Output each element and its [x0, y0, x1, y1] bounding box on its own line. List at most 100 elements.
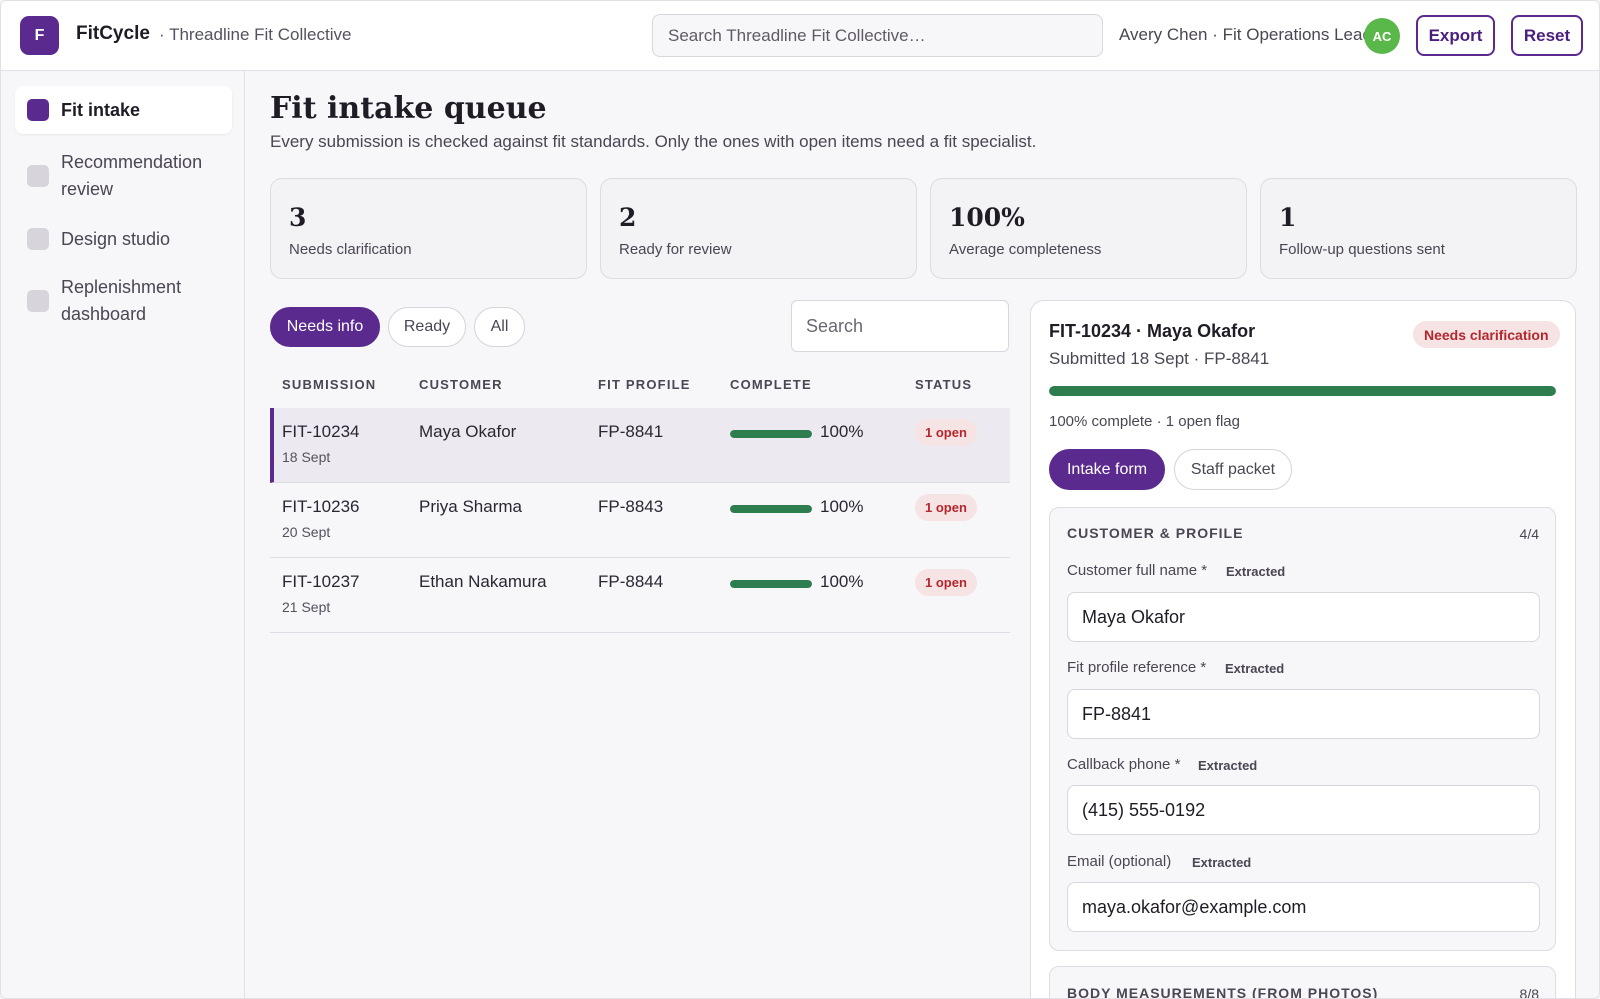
completeness-bar-fill [730, 580, 812, 588]
column-header-fit-profile[interactable]: FIT PROFILE [598, 377, 691, 392]
customer-name: Ethan Nakamura [419, 572, 547, 591]
export-button[interactable]: Export [1416, 15, 1495, 56]
completeness-bar [730, 430, 812, 438]
replenishment-dashboard-nav-icon [27, 290, 49, 312]
kpi-label: Follow-up questions sent [1279, 241, 1445, 258]
sidebar-item-label: Design studio [61, 228, 171, 249]
avatar[interactable]: AC [1364, 18, 1400, 54]
detail-progress-bar [1049, 386, 1556, 396]
kpi-label: Average completeness [949, 241, 1102, 258]
column-header-submission[interactable]: SUBMISSION [282, 377, 377, 392]
section-count: 4/4 [1519, 526, 1539, 542]
filter-ready[interactable]: Ready [388, 307, 466, 347]
sidebar-item-recommendation-review[interactable]: Recommendation review [15, 148, 232, 204]
fit-profile: FP-8841 [598, 422, 664, 441]
submission-id: FIT-10237 [282, 572, 360, 591]
kpi-label: Ready for review [619, 241, 732, 258]
fit-profile: FP-8843 [598, 497, 664, 516]
kpi-card-average-completeness: 100% Average completeness [930, 178, 1247, 279]
tab-intake-form[interactable]: Intake form [1049, 449, 1165, 490]
customer-name-field[interactable] [1067, 592, 1540, 642]
section-title: CUSTOMER & PROFILE [1067, 525, 1244, 541]
status-badge: 1 open [915, 419, 977, 446]
customer-profile-section: CUSTOMER & PROFILE 4/4 Customer full nam… [1049, 507, 1556, 951]
sidebar: Fit intake Recommendation review Design … [1, 71, 245, 998]
detail-subtitle: Submitted 18 Sept · FP-8841 [1049, 349, 1270, 368]
kpi-card-follow-up-questions: 1 Follow-up questions sent [1260, 178, 1577, 279]
field-label: Email (optional) [1067, 853, 1172, 870]
extracted-tag: Extracted [1192, 855, 1252, 870]
completeness-bar [730, 580, 812, 588]
reset-button[interactable]: Reset [1511, 15, 1583, 56]
submission-date: 20 Sept [282, 524, 331, 540]
queue-search-input[interactable] [791, 300, 1009, 352]
detail-panel: FIT-10234 · Maya Okafor Submitted 18 Sep… [1030, 300, 1576, 999]
tab-staff-packet[interactable]: Staff packet [1174, 449, 1292, 490]
fit-profile-field[interactable] [1067, 689, 1540, 739]
table-row[interactable]: FIT-10237 21 Sept Ethan Nakamura FP-8844… [270, 558, 1010, 633]
sidebar-item-fit-intake[interactable]: Fit intake [15, 86, 232, 134]
customer-name: Priya Sharma [419, 497, 522, 516]
fit-intake-nav-icon [27, 99, 49, 121]
extracted-tag: Extracted [1225, 661, 1285, 676]
table-row[interactable]: FIT-10234 18 Sept Maya Okafor FP-8841 10… [270, 408, 1010, 483]
brand-name: FitCycle [76, 23, 150, 44]
global-search-input[interactable] [652, 14, 1103, 57]
kpi-value: 100% [949, 203, 1025, 232]
org-name: · Threadline Fit Collective [159, 25, 352, 44]
submission-id: FIT-10236 [282, 497, 360, 516]
table-row[interactable]: FIT-10236 20 Sept Priya Sharma FP-8843 1… [270, 483, 1010, 558]
top-bar: F FitCycle · Threadline Fit Collective A… [1, 1, 1599, 71]
detail-progress-fill [1049, 386, 1556, 396]
sidebar-item-replenishment-dashboard[interactable]: Replenishment dashboard [15, 273, 232, 329]
detail-title: FIT-10234 · Maya Okafor [1049, 321, 1256, 341]
completeness-bar-fill [730, 505, 812, 513]
design-studio-nav-icon [27, 228, 49, 250]
filter-needs-info[interactable]: Needs info [270, 307, 380, 347]
email-field[interactable] [1067, 882, 1540, 932]
kpi-card-needs-clarification: 3 Needs clarification [270, 178, 587, 279]
recommendation-review-nav-icon [27, 165, 49, 187]
submission-date: 21 Sept [282, 599, 331, 615]
column-header-customer[interactable]: CUSTOMER [419, 377, 503, 392]
section-title: BODY MEASUREMENTS (FROM PHOTOS) [1067, 985, 1379, 999]
kpi-label: Needs clarification [289, 241, 412, 258]
field-label: Fit profile reference * [1067, 659, 1207, 676]
completeness-bar-fill [730, 430, 812, 438]
completeness-value: 100% [820, 497, 864, 516]
body-measurements-section: BODY MEASUREMENTS (FROM PHOTOS) 8/8 [1049, 966, 1556, 999]
kpi-card-ready-for-review: 2 Ready for review [600, 178, 917, 279]
app-logo: F [20, 16, 59, 55]
page-subtitle: Every submission is checked against fit … [270, 132, 1037, 151]
field-label: Callback phone * [1067, 756, 1181, 773]
status-badge: Needs clarification [1413, 321, 1560, 348]
kpi-value: 2 [619, 203, 637, 232]
kpi-value: 1 [1279, 203, 1297, 232]
submission-id: FIT-10234 [282, 422, 360, 441]
completeness-value: 100% [820, 572, 864, 591]
extracted-tag: Extracted [1226, 564, 1286, 579]
user-name: Avery Chen · Fit Operations Lead [1119, 25, 1372, 44]
sidebar-item-label: Replenishment dashboard [61, 277, 182, 324]
status-badge: 1 open [915, 569, 977, 596]
completeness-value: 100% [820, 422, 864, 441]
field-label: Customer full name * [1067, 562, 1208, 579]
customer-name: Maya Okafor [419, 422, 517, 441]
section-count: 8/8 [1519, 986, 1539, 999]
sidebar-item-label: Recommendation review [61, 152, 203, 199]
kpi-value: 3 [289, 203, 307, 232]
callback-phone-field[interactable] [1067, 785, 1540, 835]
column-header-complete[interactable]: COMPLETE [730, 377, 812, 392]
completeness-bar [730, 505, 812, 513]
page-title: Fit intake queue [270, 91, 547, 126]
column-header-status[interactable]: STATUS [915, 377, 973, 392]
extracted-tag: Extracted [1198, 758, 1258, 773]
sidebar-item-design-studio[interactable]: Design studio [15, 219, 232, 259]
sidebar-item-label: Fit intake [61, 99, 141, 120]
status-badge: 1 open [915, 494, 977, 521]
submission-date: 18 Sept [282, 449, 331, 465]
detail-progress-note: 100% complete · 1 open flag [1049, 413, 1240, 430]
fit-profile: FP-8844 [598, 572, 664, 591]
filter-all[interactable]: All [474, 307, 525, 347]
